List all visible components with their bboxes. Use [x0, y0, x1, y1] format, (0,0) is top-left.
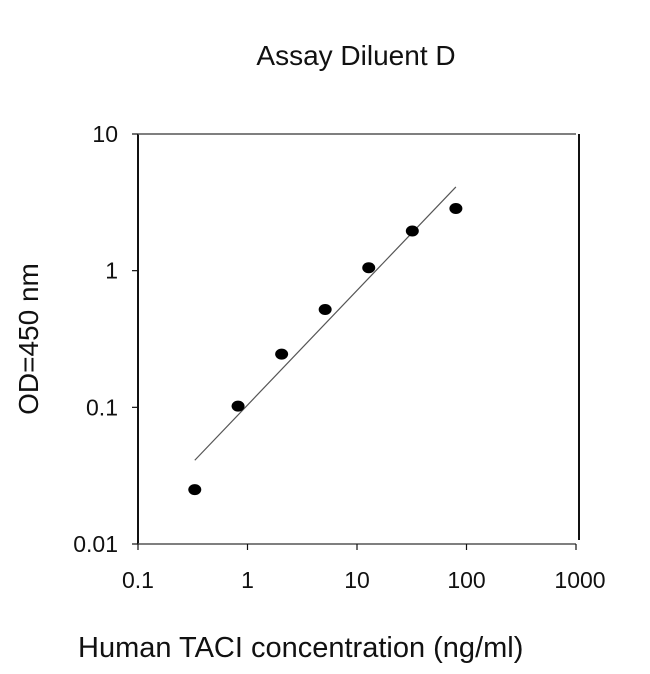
y-tick-label: 10 [92, 121, 118, 147]
chart-title: Assay Diluent D [256, 40, 456, 71]
x-tick-label: 1 [241, 567, 254, 593]
data-point [405, 225, 419, 237]
x-tick-label: 100 [447, 567, 485, 593]
data-point [188, 484, 202, 496]
x-tick-label: 0.1 [122, 567, 154, 593]
data-point [231, 400, 245, 412]
y-tick-label: 0.01 [73, 531, 118, 557]
data-points [188, 203, 463, 496]
data-point [318, 303, 332, 315]
y-tick-label: 1 [105, 258, 118, 284]
x-tick-label: 1000 [554, 567, 605, 593]
data-point [275, 348, 289, 360]
y-tick-label: 0.1 [86, 394, 118, 420]
data-point [449, 203, 463, 215]
x-tick-label: 10 [344, 567, 370, 593]
x-axis-label: Human TACI concentration (ng/ml) [78, 632, 524, 664]
data-point [362, 262, 376, 274]
